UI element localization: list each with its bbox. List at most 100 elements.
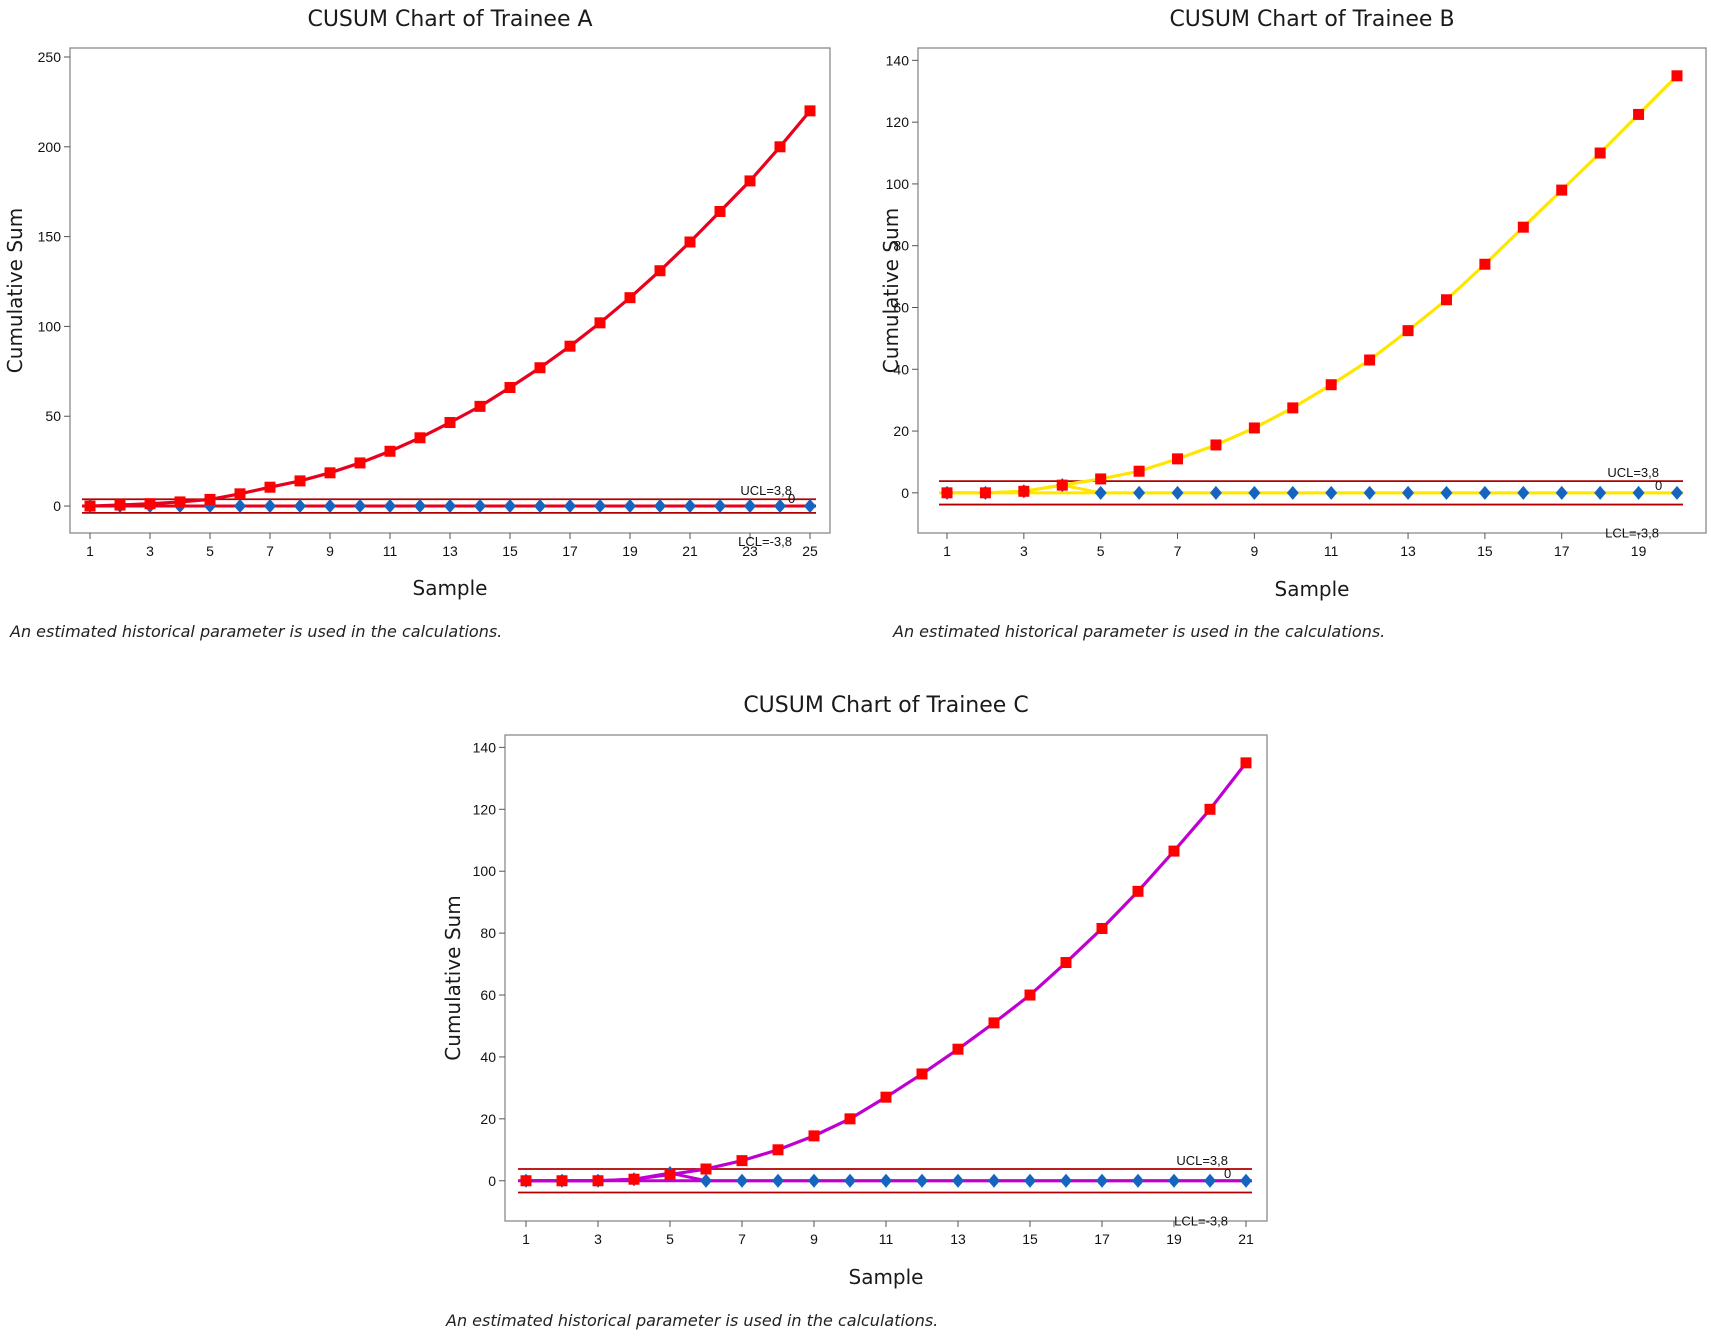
- lower-cusum-point: [1478, 485, 1491, 500]
- x-tick-label: 19: [622, 543, 638, 559]
- upper-cusum-point: [1479, 258, 1491, 270]
- lower-cusum-point: [654, 499, 666, 514]
- lower-cusum-point: [1204, 1173, 1216, 1188]
- upper-cusum-point: [654, 265, 666, 277]
- upper-cusum-point: [744, 175, 756, 187]
- lower-cusum-point: [1060, 1173, 1072, 1188]
- y-tick-label: 100: [38, 318, 62, 334]
- lower-cusum-point: [1594, 485, 1607, 500]
- lower-cusum-point: [772, 1173, 784, 1188]
- y-axis-label: Cumulative Sum: [441, 895, 465, 1060]
- chart-panel-2: CUSUM Chart of Trainee B 0 20 40 60 80 100 120 1…: [879, 7, 1707, 641]
- x-tick-label: 17: [1554, 543, 1570, 559]
- lower-cusum-point: [1325, 485, 1338, 500]
- upper-cusum-point: [324, 467, 336, 479]
- x-tick-label: 9: [326, 543, 334, 559]
- y-tick-label: 0: [488, 1173, 496, 1189]
- lower-cusum-point: [444, 499, 456, 514]
- upper-cusum-point: [1325, 379, 1337, 391]
- x-tick-label: 13: [442, 543, 458, 559]
- center-label: 0: [1655, 478, 1662, 493]
- lower-cusum-point: [1240, 1173, 1252, 1188]
- lower-cusum-point: [1171, 485, 1184, 500]
- y-axis-label: Cumulative Sum: [3, 208, 27, 373]
- x-tick-label: 15: [1477, 543, 1493, 559]
- x-axis-label: Sample: [849, 1265, 924, 1289]
- x-tick-label: 11: [1324, 543, 1339, 559]
- y-tick-label: 60: [893, 299, 909, 315]
- upper-cusum-line: [947, 74, 1679, 495]
- upper-cusum-point: [474, 400, 486, 412]
- upper-cusum-point: [1671, 70, 1683, 82]
- lower-cusum-point: [804, 499, 816, 514]
- x-tick-label: 19: [1166, 1231, 1182, 1247]
- upper-cusum-point: [979, 487, 991, 499]
- chart-panel-3: CUSUM Chart of Trainee C 0 20 40 60 80 100 120 1…: [441, 693, 1268, 1330]
- x-tick-label: 9: [810, 1231, 818, 1247]
- upper-cusum-point: [880, 1091, 892, 1103]
- y-tick-label: 80: [893, 238, 909, 254]
- upper-cusum-point: [1633, 108, 1645, 120]
- lower-cusum-point: [736, 1173, 748, 1188]
- upper-cusum-point: [564, 340, 576, 352]
- y-axis-label: Cumulative Sum: [879, 208, 903, 373]
- upper-cusum-point: [1060, 957, 1072, 969]
- x-tick-label: 5: [206, 543, 214, 559]
- upper-cusum-point: [1287, 402, 1299, 414]
- y-tick-label: 150: [38, 229, 62, 245]
- y-tick-label: 120: [473, 801, 497, 817]
- upper-cusum-point: [772, 1144, 784, 1156]
- upper-cusum-point: [114, 499, 126, 511]
- lower-cusum-point: [264, 499, 276, 514]
- y-tick-label: 200: [38, 139, 62, 155]
- upper-cusum-point: [84, 500, 96, 512]
- lower-cusum-point: [684, 499, 696, 514]
- y-tick-label: 100: [886, 176, 910, 192]
- y-tick-label: 80: [480, 925, 496, 941]
- upper-cusum-point: [1168, 845, 1180, 857]
- upper-cusum-point: [1440, 294, 1452, 306]
- y-tick-label: 60: [480, 987, 496, 1003]
- upper-cusum-point: [736, 1155, 748, 1167]
- plot-area: [504, 734, 1268, 1222]
- upper-cusum-point: [774, 141, 786, 153]
- lower-cusum-point: [700, 1173, 712, 1188]
- chart-footnote: An estimated historical parameter is use…: [892, 622, 1385, 641]
- lower-cusum-point: [294, 499, 306, 514]
- lower-cusum-point: [1555, 485, 1568, 500]
- x-tick-label: 21: [682, 543, 698, 559]
- chart-panel-1: CUSUM Chart of Trainee A0501001502002501…: [3, 7, 831, 641]
- upper-cusum-point: [684, 236, 696, 248]
- x-tick-label: 5: [666, 1231, 674, 1247]
- lower-cusum-point: [624, 499, 636, 514]
- x-tick-label: 15: [1022, 1231, 1038, 1247]
- upper-cusum-point: [1172, 453, 1184, 465]
- lower-cusum-point: [714, 499, 726, 514]
- lower-cusum-point: [504, 499, 516, 514]
- y-tick-label: 0: [901, 485, 909, 501]
- upper-cusum-point: [1096, 922, 1108, 934]
- x-tick-label: 25: [802, 543, 818, 559]
- upper-cusum-point: [804, 105, 816, 117]
- x-tick-label: 5: [1097, 543, 1105, 559]
- upper-cusum-point: [444, 417, 456, 429]
- upper-cusum-point: [534, 362, 546, 374]
- y-tick-label: 140: [473, 739, 497, 755]
- lower-cusum-point: [234, 499, 246, 514]
- lower-cusum-point: [1248, 485, 1261, 500]
- upper-cusum-point: [1240, 757, 1252, 769]
- upper-cusum-point: [1402, 325, 1414, 337]
- lower-cusum-point: [1024, 1173, 1036, 1188]
- upper-cusum-point: [1594, 147, 1606, 159]
- lower-cusum-point: [594, 499, 606, 514]
- plot-area: [69, 47, 831, 534]
- chart-title: CUSUM Chart of Trainee B: [1169, 7, 1454, 32]
- lower-cusum-line: [947, 483, 1677, 495]
- upper-cusum-point: [628, 1173, 640, 1185]
- y-tick-label: 250: [38, 49, 62, 65]
- upper-cusum-point: [988, 1017, 1000, 1029]
- upper-cusum-point: [714, 205, 726, 217]
- lower-cusum-point: [1132, 1173, 1144, 1188]
- ucl-label: UCL=3,8: [1607, 465, 1659, 480]
